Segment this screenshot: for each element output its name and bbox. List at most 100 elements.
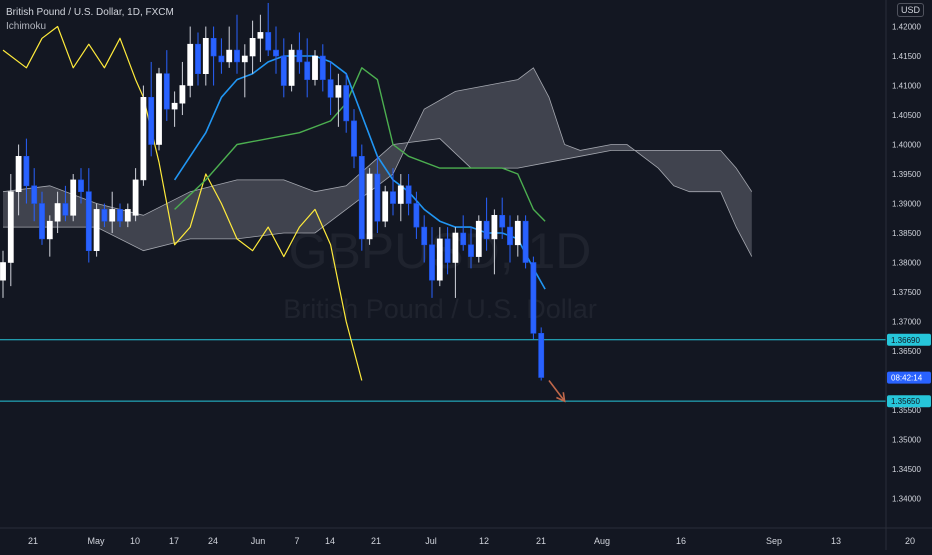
- candle[interactable]: [171, 91, 178, 127]
- candle[interactable]: [397, 174, 404, 222]
- candle-body: [117, 209, 123, 222]
- candle[interactable]: [140, 85, 147, 186]
- candle[interactable]: [436, 227, 443, 287]
- price-tick-label: 1.34000: [892, 495, 921, 504]
- candle[interactable]: [296, 32, 303, 74]
- candle[interactable]: [522, 215, 529, 269]
- candle[interactable]: [148, 61, 155, 157]
- candle[interactable]: [39, 191, 45, 245]
- candle[interactable]: [319, 44, 326, 92]
- time-tick-label: Jul: [425, 536, 437, 546]
- price-tick-label: 1.36500: [892, 347, 921, 356]
- candle[interactable]: [429, 227, 435, 298]
- candle[interactable]: [195, 32, 201, 86]
- candle[interactable]: [475, 215, 482, 263]
- candle-body: [397, 185, 404, 204]
- candle[interactable]: [483, 197, 490, 251]
- candle-body: [46, 220, 53, 240]
- candle[interactable]: [358, 144, 365, 251]
- candle[interactable]: [62, 185, 69, 222]
- candle[interactable]: [327, 61, 334, 116]
- candle[interactable]: [85, 168, 92, 263]
- candle[interactable]: [117, 203, 123, 228]
- candle[interactable]: [78, 168, 84, 204]
- candle[interactable]: [202, 26, 209, 86]
- candle[interactable]: [15, 144, 22, 216]
- hline-price-label-2: 1.35650: [891, 397, 920, 406]
- candle[interactable]: [335, 73, 342, 127]
- candle[interactable]: [530, 256, 537, 340]
- price-tick-label: 1.35500: [892, 406, 921, 415]
- candle[interactable]: [241, 44, 248, 98]
- candle[interactable]: [257, 14, 264, 62]
- candle[interactable]: [0, 250, 6, 298]
- candle[interactable]: [124, 203, 131, 228]
- candle[interactable]: [491, 209, 498, 275]
- candle[interactable]: [343, 73, 350, 133]
- time-tick-label: Jun: [251, 536, 266, 546]
- candle[interactable]: [538, 327, 545, 381]
- candle[interactable]: [468, 227, 474, 269]
- candle[interactable]: [46, 215, 53, 257]
- price-axis[interactable]: [886, 0, 932, 550]
- down-arrow-drawing[interactable]: [548, 380, 566, 403]
- candle-body: [265, 32, 272, 51]
- candle[interactable]: [132, 168, 139, 222]
- candle[interactable]: [156, 67, 162, 151]
- candle[interactable]: [366, 168, 373, 245]
- time-axis[interactable]: [0, 528, 932, 550]
- candle-body: [483, 220, 490, 240]
- candle[interactable]: [265, 2, 272, 57]
- candle[interactable]: [452, 227, 459, 298]
- candle[interactable]: [31, 168, 38, 222]
- hline-price-badge-1: [887, 333, 931, 346]
- candle-body: [23, 156, 30, 187]
- candle-body: [530, 262, 537, 334]
- candle[interactable]: [280, 38, 287, 98]
- candle[interactable]: [514, 215, 521, 257]
- candle[interactable]: [444, 227, 451, 275]
- candle[interactable]: [70, 174, 77, 222]
- candle[interactable]: [374, 156, 381, 234]
- candle[interactable]: [460, 215, 467, 251]
- candle[interactable]: [187, 26, 194, 98]
- candle[interactable]: [312, 50, 318, 86]
- candle[interactable]: [23, 138, 30, 204]
- candle-body: [514, 220, 521, 246]
- indicator-label[interactable]: Ichimoku: [6, 21, 47, 32]
- candle[interactable]: [304, 38, 311, 98]
- candle[interactable]: [54, 191, 61, 234]
- candle[interactable]: [499, 197, 506, 239]
- candle[interactable]: [421, 215, 428, 263]
- candle-body: [358, 156, 365, 240]
- candle[interactable]: [210, 26, 217, 86]
- candle[interactable]: [413, 191, 420, 239]
- candle[interactable]: [109, 191, 116, 234]
- candle[interactable]: [382, 185, 389, 228]
- currency-button[interactable]: USD: [896, 3, 924, 17]
- candle[interactable]: [234, 14, 240, 74]
- candle[interactable]: [93, 203, 100, 257]
- candle[interactable]: [179, 61, 186, 116]
- candle[interactable]: [507, 215, 513, 263]
- candle-body: [499, 215, 506, 228]
- candle[interactable]: [163, 50, 170, 121]
- candle-body: [85, 191, 92, 251]
- candle-body: [179, 85, 186, 104]
- candle-body: [366, 173, 373, 240]
- candle[interactable]: [390, 168, 396, 216]
- candle[interactable]: [249, 20, 256, 74]
- candle-body: [31, 185, 38, 204]
- candle[interactable]: [218, 38, 225, 74]
- candle[interactable]: [351, 109, 357, 169]
- symbol-title[interactable]: British Pound / U.S. Dollar, 1D, FXCM: [6, 7, 174, 18]
- candle[interactable]: [101, 203, 108, 228]
- candle[interactable]: [273, 26, 279, 74]
- candle[interactable]: [405, 174, 412, 216]
- candle-body: [468, 244, 474, 257]
- candle[interactable]: [7, 174, 14, 287]
- candle[interactable]: [226, 26, 233, 68]
- candle[interactable]: [288, 44, 295, 92]
